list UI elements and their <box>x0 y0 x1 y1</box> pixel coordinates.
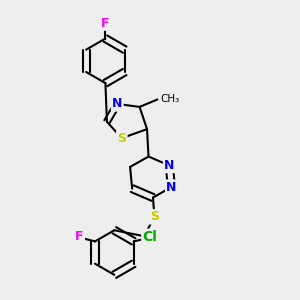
Text: CH₃: CH₃ <box>160 94 180 104</box>
Text: N: N <box>164 159 175 172</box>
Text: Cl: Cl <box>142 230 158 244</box>
Text: N: N <box>166 181 177 194</box>
Text: F: F <box>75 230 84 243</box>
Text: S: S <box>117 132 126 145</box>
Text: N: N <box>112 98 122 110</box>
Text: F: F <box>101 16 110 30</box>
Text: S: S <box>150 210 159 224</box>
